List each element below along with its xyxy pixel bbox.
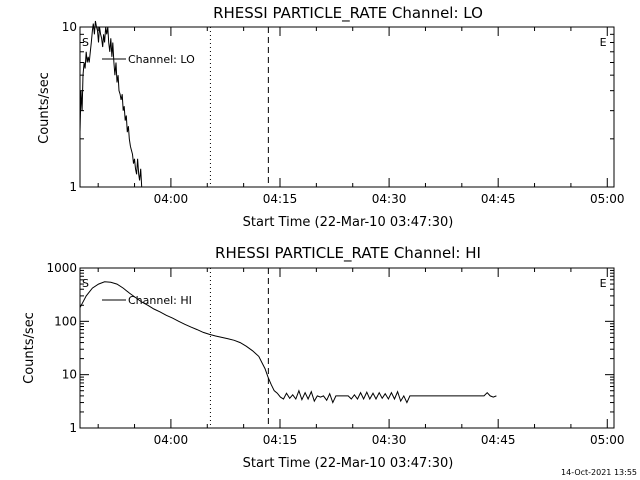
hi-y-axis-label: Counts/sec — [22, 312, 37, 384]
lo-x-tick-label: 04:00 — [154, 192, 189, 206]
hi-plot-title: RHESSI PARTICLE_RATE Channel: HI — [215, 244, 481, 263]
hi-x-axis-label: Start Time (22-Mar-10 03:47:30) — [243, 456, 454, 471]
hi-x-tick-label: 04:00 — [154, 433, 189, 447]
hi-channel-plot: RHESSI PARTICLE_RATE Channel: HI 04:00 04… — [22, 244, 625, 471]
lo-event-marker: E — [600, 36, 607, 49]
hi-x-tick-label: 04:45 — [481, 433, 516, 447]
lo-y-axis: 1 10 — [62, 20, 614, 194]
hi-plot-frame — [79, 267, 615, 429]
hi-reference-lines — [209, 268, 269, 428]
lo-x-axis-label: Start Time (22-Mar-10 03:47:30) — [243, 215, 454, 230]
hi-y-tick-label: 10 — [62, 368, 77, 382]
hi-legend-label: Channel: HI — [128, 294, 192, 307]
lo-plot-title: RHESSI PARTICLE_RATE Channel: LO — [213, 4, 483, 23]
lo-data-series — [79, 20, 144, 188]
lo-y-tick-label: 10 — [62, 20, 77, 34]
hi-y-tick-label: 1000 — [46, 261, 77, 275]
hi-x-tick-label: 05:00 — [590, 433, 625, 447]
lo-reference-lines — [209, 27, 269, 187]
lo-y-tick-label: 1 — [69, 180, 77, 194]
hi-y-axis: 1 10 100 1000 — [46, 261, 614, 435]
lo-x-tick-label: 04:30 — [372, 192, 407, 206]
hi-data-series — [79, 281, 497, 404]
hi-x-tick-label: 04:30 — [372, 433, 407, 447]
lo-x-tick-label: 04:45 — [481, 192, 516, 206]
lo-event-marker: S — [82, 36, 89, 49]
lo-x-tick-label: 05:00 — [590, 192, 625, 206]
lo-x-tick-label: 04:15 — [263, 192, 298, 206]
lo-plot-frame — [79, 26, 615, 188]
lo-channel-plot: RHESSI PARTICLE_RATE Channel: LO 04:00 04… — [37, 4, 625, 230]
lo-y-axis-label: Counts/sec — [37, 72, 52, 144]
hi-y-tick-label: 1 — [69, 421, 77, 435]
hi-x-tick-label: 04:15 — [263, 433, 298, 447]
hi-event-marker: E — [600, 277, 607, 290]
hi-y-tick-label: 100 — [54, 314, 77, 328]
lo-legend-label: Channel: LO — [128, 53, 195, 66]
plot-timestamp: 14-Oct-2021 13:55 — [561, 468, 637, 477]
hi-event-marker: S — [82, 277, 89, 290]
